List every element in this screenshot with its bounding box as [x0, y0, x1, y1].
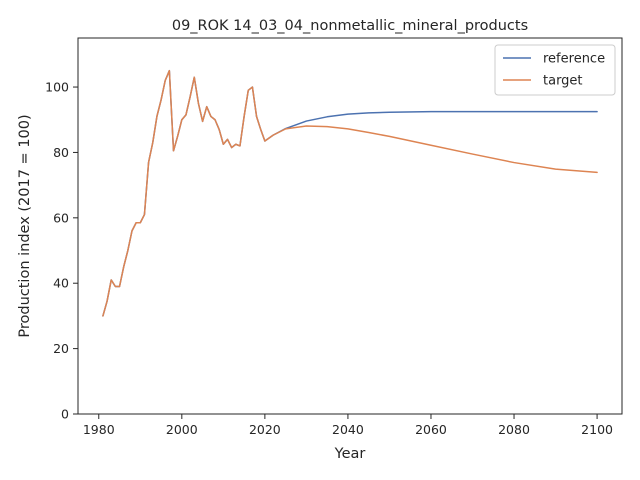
y-tick-label: 0 — [61, 407, 69, 422]
y-tick-label: 100 — [45, 80, 69, 95]
plot-frame — [77, 37, 623, 415]
series-line-reference — [102, 69, 598, 317]
chart-title: 09_ROK 14_03_04_nonmetallic_mineral_prod… — [172, 18, 528, 34]
legend: reference target — [494, 44, 616, 96]
y-tick-label: 60 — [53, 210, 69, 225]
series-layer — [102, 69, 598, 317]
x-tick-label: 2040 — [332, 422, 364, 437]
y-tick-label: 20 — [53, 341, 69, 356]
series-line-target — [102, 69, 598, 317]
x-tick-label: 2060 — [415, 422, 447, 437]
y-axis-label: Production index (2017 = 100) — [17, 114, 33, 337]
x-tick-label: 2020 — [249, 422, 281, 437]
y-tick-label: 80 — [53, 145, 69, 160]
x-tick-label: 2000 — [166, 422, 198, 437]
x-tick-label: 2100 — [581, 422, 613, 437]
x-axis-label: Year — [334, 446, 366, 462]
x-tick-label: 1980 — [83, 422, 115, 437]
legend-label-reference: reference — [543, 52, 605, 67]
y-axis: 0 20 40 60 80 100 — [45, 80, 78, 422]
y-tick-label: 40 — [53, 276, 69, 291]
legend-label-target: target — [543, 74, 583, 89]
x-tick-label: 2080 — [498, 422, 530, 437]
x-axis: 1980 2000 2020 2040 2060 2080 2100 — [83, 414, 613, 437]
